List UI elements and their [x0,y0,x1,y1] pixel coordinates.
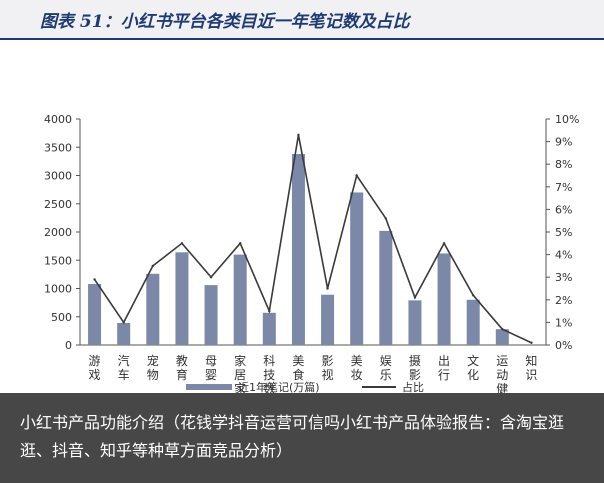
x-tick-label: 汽车 [118,353,130,382]
y-tick-label-left: 1000 [44,283,72,296]
line-point [413,296,417,299]
x-tick-label: 母婴 [205,354,217,382]
caption-text: 小红书产品功能介绍（花钱学抖音运营可信吗小红书产品体验报告：含淘宝逛逛、抖音、知… [20,413,565,460]
line-point [530,341,533,344]
y-tick-label-right: 9% [555,136,572,149]
x-tick-label: 知识 [525,354,537,382]
line-series [93,133,533,344]
legend-bar-label: 近1年笔记(万篇) [238,380,320,393]
bar [437,253,451,345]
y-tick-label-right: 3% [555,271,572,284]
line-point [93,278,96,281]
x-tick-label: 家居家装 [234,353,246,393]
figure-title: 图表 51：小红书平台各类目近一年笔记数及占比 [40,12,410,32]
y-tick-label-left: 2000 [44,226,72,239]
y-tick-label-left: 500 [51,311,72,324]
bar [408,300,422,345]
bar [117,322,131,345]
bar [204,285,218,345]
line-point [151,264,155,268]
x-tick-label: 美食 [292,354,304,382]
chart: 0 500 1000 1500 2000 2500 3000 3500 4000 0% 1% 2% 3%… [44,113,579,393]
line-point [180,242,184,245]
x-tick-label: 科技数码 [263,354,275,393]
x-tick-label: 文化 [467,353,479,382]
bar [233,254,247,345]
bar-series [88,154,509,345]
x-tick-label: 教育 [176,353,188,382]
bar [291,154,305,345]
bar [350,192,364,345]
line-point [384,217,388,220]
bar [175,252,189,345]
legend: 近1年笔记(万篇) 占比 [186,380,424,393]
bar [88,283,102,345]
y-tick-label-left: 4000 [44,113,72,126]
bar [495,329,509,345]
x-tick-label: 宠物 [147,353,159,382]
y-tick-label-right: 6% [555,203,572,216]
line-point [355,174,358,177]
line-point [501,327,504,331]
line-point [268,309,271,313]
line-point [122,321,125,324]
x-tick-label: 美妆 [351,354,363,382]
y-tick-label-left: 0 [65,339,72,352]
y-tick-label-right: 5% [555,226,572,239]
bar [146,273,160,345]
x-tick-label: 游戏 [89,354,101,382]
legend-bar-swatch [186,384,232,390]
line-point [297,133,300,137]
caption-overlay: 小红书产品功能介绍（花钱学抖音运营可信吗小红书产品体验报告：含淘宝逛逛、抖音、知… [0,393,604,483]
y-tick-label-right: 4% [555,249,572,262]
x-tick-label: 影视 [322,354,334,382]
x-tick-label: 运动健身 [496,354,508,393]
x-tick-label: 摄影 [409,353,421,382]
figure-header: 图表 51：小红书平台各类目近一年笔记数及占比 [0,0,604,40]
bar [379,230,393,345]
y-tick-label-right: 8% [555,158,572,171]
y-tick-label-right: 1% [555,316,572,329]
y-tick-label-left: 2500 [44,198,72,211]
line-point [326,287,329,290]
y-tick-label-left: 3000 [44,170,72,183]
x-tick-label: 娱乐 [380,354,392,382]
y-tick-label-left: 3500 [44,141,72,154]
y-tick-label-right: 10% [555,113,579,126]
bar [321,294,335,345]
chart-axes: 0 500 1000 1500 2000 2500 3000 3500 4000 0% 1% 2% 3%… [44,113,579,352]
share-line [93,134,532,344]
line-point [209,276,213,279]
y-tick-label-right: 2% [555,294,572,307]
y-tick-label-right: 7% [555,181,572,194]
legend-line-label: 占比 [402,380,424,393]
y-tick-label-right: 0% [555,339,572,352]
line-point [442,242,446,245]
y-tick-label-left: 1500 [44,254,72,267]
bar [262,312,276,345]
line-point [471,294,475,297]
bar [466,299,480,345]
x-tick-label: 出行 [438,354,450,382]
line-point [238,242,242,245]
